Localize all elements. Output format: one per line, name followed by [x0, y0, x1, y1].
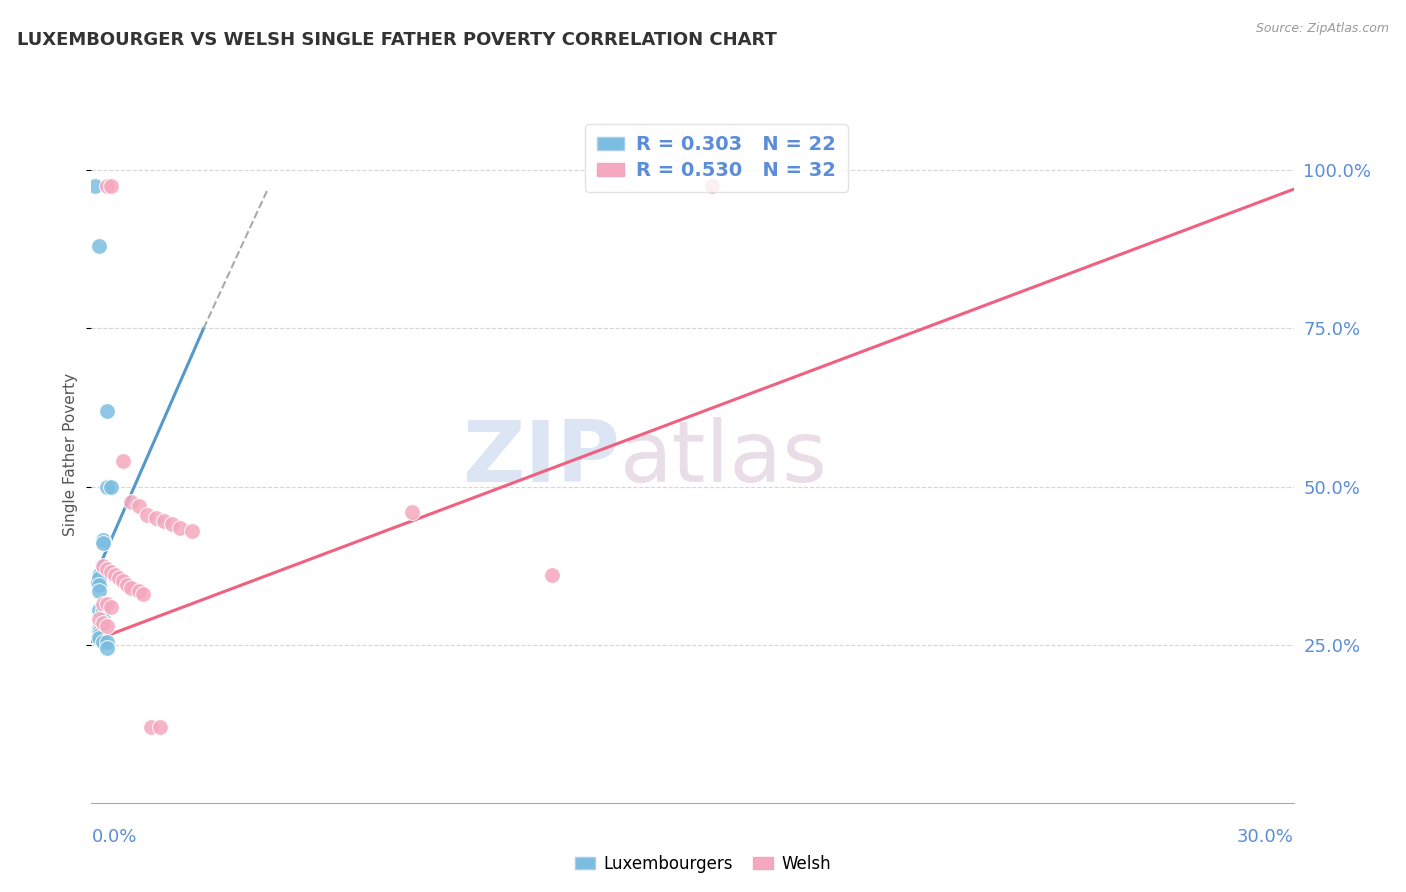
- Point: [96, 618, 118, 632]
- Point: [96, 597, 118, 611]
- Point: [93, 536, 115, 550]
- Text: Source: ZipAtlas.com: Source: ZipAtlas.com: [1256, 22, 1389, 36]
- Point: [89, 583, 111, 598]
- Point: [136, 508, 159, 522]
- Point: [541, 568, 564, 582]
- Point: [93, 597, 115, 611]
- Point: [89, 239, 111, 253]
- Point: [89, 625, 111, 640]
- Text: LUXEMBOURGER VS WELSH SINGLE FATHER POVERTY CORRELATION CHART: LUXEMBOURGER VS WELSH SINGLE FATHER POVE…: [17, 31, 776, 49]
- Text: 30.0%: 30.0%: [1237, 828, 1294, 846]
- Point: [93, 558, 115, 573]
- Point: [401, 505, 423, 519]
- Point: [89, 603, 111, 617]
- Point: [145, 511, 167, 525]
- Legend: Luxembourgers, Welsh: Luxembourgers, Welsh: [568, 848, 838, 880]
- Point: [702, 179, 724, 194]
- Point: [96, 640, 118, 655]
- Legend: R = 0.303   N = 22, R = 0.530   N = 32: R = 0.303 N = 22, R = 0.530 N = 32: [585, 124, 848, 192]
- Point: [128, 583, 150, 598]
- Point: [141, 720, 163, 734]
- Point: [100, 599, 122, 614]
- Point: [93, 603, 115, 617]
- Point: [96, 634, 118, 648]
- Point: [89, 632, 111, 646]
- Point: [96, 179, 118, 194]
- Point: [148, 720, 170, 734]
- Point: [89, 622, 111, 636]
- Point: [100, 479, 122, 493]
- Point: [100, 179, 122, 194]
- Point: [93, 615, 115, 630]
- Point: [117, 577, 139, 591]
- Point: [112, 574, 135, 589]
- Point: [160, 517, 183, 532]
- Point: [169, 521, 191, 535]
- Point: [104, 568, 127, 582]
- Point: [152, 514, 174, 528]
- Point: [112, 454, 135, 468]
- Point: [100, 565, 122, 579]
- Point: [84, 179, 107, 194]
- Point: [96, 479, 118, 493]
- Point: [89, 577, 111, 591]
- Point: [93, 634, 115, 648]
- Point: [180, 524, 202, 538]
- Point: [121, 495, 143, 509]
- Point: [93, 533, 115, 548]
- Text: 0.0%: 0.0%: [91, 828, 136, 846]
- Point: [89, 628, 111, 642]
- Point: [132, 587, 155, 601]
- Point: [108, 571, 131, 585]
- Point: [93, 612, 115, 626]
- Point: [89, 571, 111, 585]
- Point: [128, 499, 150, 513]
- Point: [89, 568, 111, 582]
- Point: [89, 612, 111, 626]
- Text: atlas: atlas: [620, 417, 828, 500]
- Point: [96, 562, 118, 576]
- Point: [121, 581, 143, 595]
- Y-axis label: Single Father Poverty: Single Father Poverty: [63, 374, 79, 536]
- Text: ZIP: ZIP: [463, 417, 620, 500]
- Point: [96, 403, 118, 417]
- Point: [93, 615, 115, 630]
